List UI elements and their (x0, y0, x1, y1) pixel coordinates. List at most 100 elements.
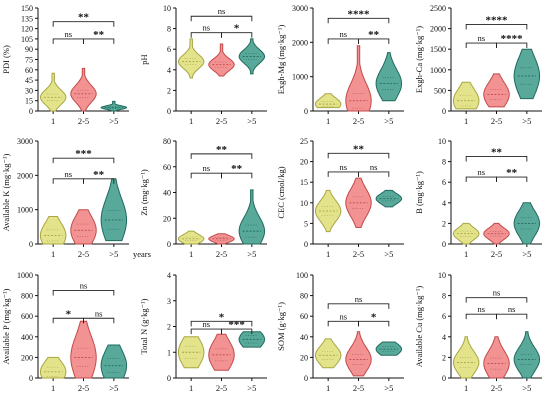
violin-2 (345, 177, 372, 229)
y-tick-label: 135 (21, 14, 33, 23)
x-tick-label: 1 (326, 383, 330, 393)
y-tick-label: 40 (163, 189, 171, 198)
significance-label: ns (202, 319, 210, 329)
significance-bracket (190, 15, 252, 22)
significance-bracket (358, 320, 390, 326)
significance-label: * (218, 311, 224, 323)
violin-2 (482, 73, 510, 108)
y-tick-label: 20 (163, 215, 171, 224)
x-tick-label: 2-5 (353, 116, 364, 126)
y-tick-label: 0 (167, 374, 171, 383)
y-axis-label: CEC (cmol/kg) (276, 167, 286, 219)
significance-bracket (495, 176, 527, 183)
y-tick-label: 0 (442, 107, 446, 116)
y-tick-label: 10 (300, 199, 308, 208)
significance-label: ns (355, 293, 363, 303)
significance-label: ns (507, 304, 515, 314)
y-axis-label: PDI (%) (1, 45, 11, 74)
significance-label: ** (93, 29, 105, 41)
y-axis-label: Available P (mg·kg⁻¹) (1, 288, 11, 364)
x-tick-label: >5 (247, 116, 256, 126)
significance-bracket (495, 313, 527, 319)
violin-1 (452, 81, 479, 110)
significance-label: **** (348, 8, 371, 20)
x-tick-label: 2-5 (353, 383, 364, 393)
x-tick-label: >5 (247, 383, 256, 393)
violin-1 (177, 230, 204, 245)
significance-bracket (358, 38, 390, 44)
violin-2 (70, 320, 97, 379)
violin-2 (70, 67, 97, 112)
significance-label: ** (353, 144, 365, 156)
significance-label: ** (231, 163, 243, 175)
significance-bracket (327, 302, 390, 309)
y-tick-label: 1 (167, 348, 171, 357)
x-tick-label: 1 (464, 249, 468, 259)
violin-1 (314, 337, 342, 368)
significance-label: ns (492, 287, 500, 297)
violin-2 (345, 45, 372, 112)
significance-label: ns (202, 163, 210, 173)
y-tick-label: 0 (442, 240, 446, 249)
violin-1 (39, 356, 67, 379)
y-tick-label: 15 (25, 97, 33, 106)
significance-label: ns (65, 29, 73, 39)
x-tick-label: 2-5 (490, 249, 501, 259)
significance-bracket (327, 38, 359, 44)
x-tick-label: >5 (384, 249, 393, 259)
x-tick-label: 1 (464, 383, 468, 393)
significance-bracket (83, 317, 115, 323)
y-tick-label: 10 (163, 4, 171, 13)
violin-panel-8: 0 2 4 6 8 10 B (mg·kg⁻¹) 1 2-5 >5 ns **** (414, 137, 542, 259)
y-axis-label: Exgh-Mg (mg·kg⁻¹) (276, 25, 286, 95)
y-tick-label: 10 (438, 271, 446, 280)
significance-label: ns (340, 311, 348, 321)
violin-panel-9: 0 200 400 600 800 1000 Available P (mg·kg⁻¹) 1 2… (1, 271, 129, 393)
violin-3 (100, 344, 128, 379)
significance-bracket (190, 328, 222, 334)
violin-panel-4: 0 500 1000 1500 2000 2500 Exgh-Ca (mg·kg⁻¹) 1 2-… (414, 4, 542, 126)
y-tick-label: 0 (29, 240, 33, 249)
y-tick-label: 1000 (17, 206, 33, 215)
significance-label: **** (485, 14, 508, 26)
significance-label: ns (95, 308, 103, 318)
significance-label: * (371, 311, 377, 323)
significance-label: ** (93, 169, 105, 181)
y-tick-label: 2500 (430, 4, 446, 13)
significance-bracket (465, 156, 527, 162)
violin-3 (100, 100, 127, 112)
y-tick-label: 6 (442, 312, 446, 321)
violin-2 (482, 223, 510, 245)
significance-bracket (83, 178, 115, 185)
x-tick-label: 1 (51, 116, 55, 126)
y-tick-label: 30 (25, 86, 33, 95)
x-tick-label: >5 (522, 383, 531, 393)
y-axis-label: pH (139, 54, 149, 64)
violin-3 (238, 330, 265, 348)
y-tick-label: 0 (442, 374, 446, 383)
x-tick-label: >5 (522, 249, 531, 259)
x-tick-label: 2-5 (78, 383, 89, 393)
violin-2 (70, 209, 97, 245)
violin-3 (100, 178, 128, 242)
y-tick-label: 75 (25, 56, 33, 65)
y-tick-label: 1500 (430, 45, 446, 54)
y-axis-label: SOM (g·kg⁻¹) (276, 302, 286, 351)
significance-bracket (327, 17, 390, 24)
violin-1 (39, 216, 67, 245)
y-tick-label: 200 (21, 353, 33, 362)
significance-label: ** (216, 144, 228, 156)
significance-bracket (190, 32, 222, 38)
y-tick-label: 0 (29, 374, 33, 383)
violin-1 (452, 223, 479, 245)
x-tick-label: 2-5 (353, 249, 364, 259)
significance-label: ns (477, 33, 485, 43)
y-tick-label: 20 (300, 353, 308, 362)
y-axis-label: Available Cu (mg·kg⁻¹) (414, 285, 424, 367)
y-tick-label: 40 (300, 332, 308, 341)
x-tick-label: >5 (522, 116, 531, 126)
